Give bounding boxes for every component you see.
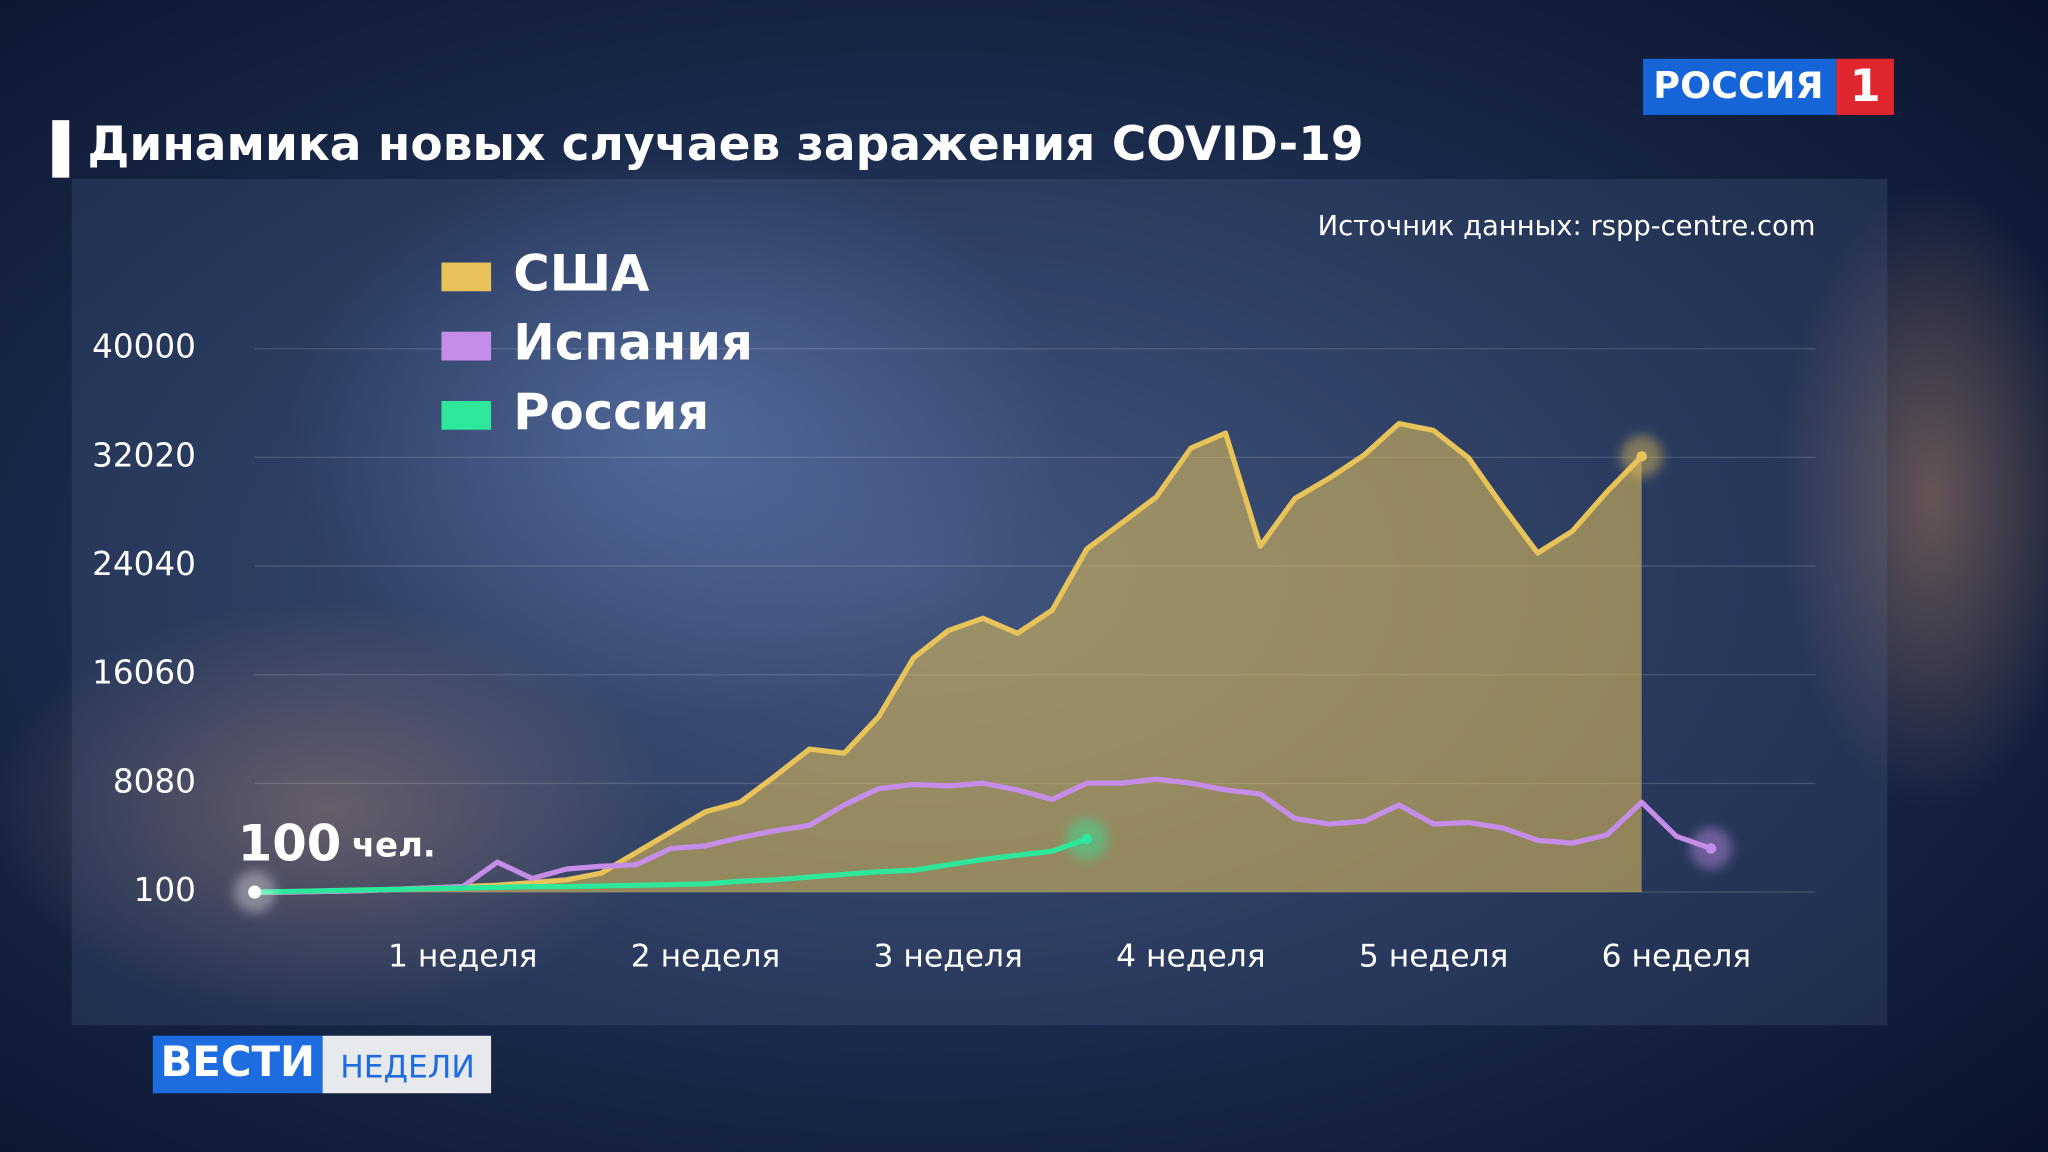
channel-name: РОССИЯ [1653, 64, 1823, 107]
show-name: ВЕСТИ [160, 1037, 315, 1086]
annotation: 100 чел. [238, 814, 436, 872]
line [254, 836, 1088, 895]
logo-box [1836, 58, 1894, 115]
legend-label: США [513, 244, 650, 302]
annotation-part: 100 [238, 814, 342, 872]
logo-box [152, 1035, 323, 1094]
show-subtitle: НЕДЕЛИ [340, 1049, 475, 1085]
x-tick-label: 2 неделя [631, 938, 780, 974]
x-tick-label: 3 неделя [873, 938, 1022, 974]
channel-logo: РОССИЯ 1 [1643, 58, 1894, 115]
annotation-part: чел. [352, 825, 436, 865]
end-point [1705, 843, 1717, 854]
x-tick-label: 1 неделя [388, 938, 537, 974]
x-tick-label: 5 неделя [1359, 938, 1508, 974]
start-point [248, 885, 262, 899]
legend-swatch [441, 262, 492, 292]
legend-label: Испания [513, 314, 753, 372]
logo-box [1643, 58, 1837, 115]
legend-label: Россия [513, 383, 709, 441]
line [254, 776, 1712, 895]
title-bar [52, 120, 70, 178]
chart-title: Динамика новых случаев заражения COVID-1… [88, 117, 1364, 172]
logo-box [322, 1035, 492, 1094]
x-tick-label: 6 неделя [1602, 938, 1751, 974]
channel-number: 1 [1850, 61, 1881, 112]
legend-swatch [441, 400, 492, 430]
area [254, 423, 1642, 893]
y-tick-label: 8080 [113, 762, 196, 800]
source: Источник данных: rspp-centre.com [1318, 211, 1816, 242]
y-tick-label: 16060 [92, 654, 196, 692]
bg-glow [0, 600, 667, 1019]
y-tick-label: 40000 [92, 328, 196, 366]
bg-glow [1776, 182, 2048, 810]
show-logo: ВЕСТИ НЕДЕЛИ [152, 1035, 492, 1094]
plot: 100 8080 16060 24040 32020 40000 1 неделя 2 нед… [92, 244, 1816, 974]
y-tick-label: 32020 [92, 436, 196, 474]
end-point [1636, 451, 1647, 462]
x-tick-label: 4 неделя [1116, 938, 1265, 974]
end-point [1081, 833, 1093, 845]
legend-swatch [441, 331, 492, 361]
y-tick-label: 24040 [92, 545, 196, 583]
y-tick-label: 100 [134, 871, 196, 909]
